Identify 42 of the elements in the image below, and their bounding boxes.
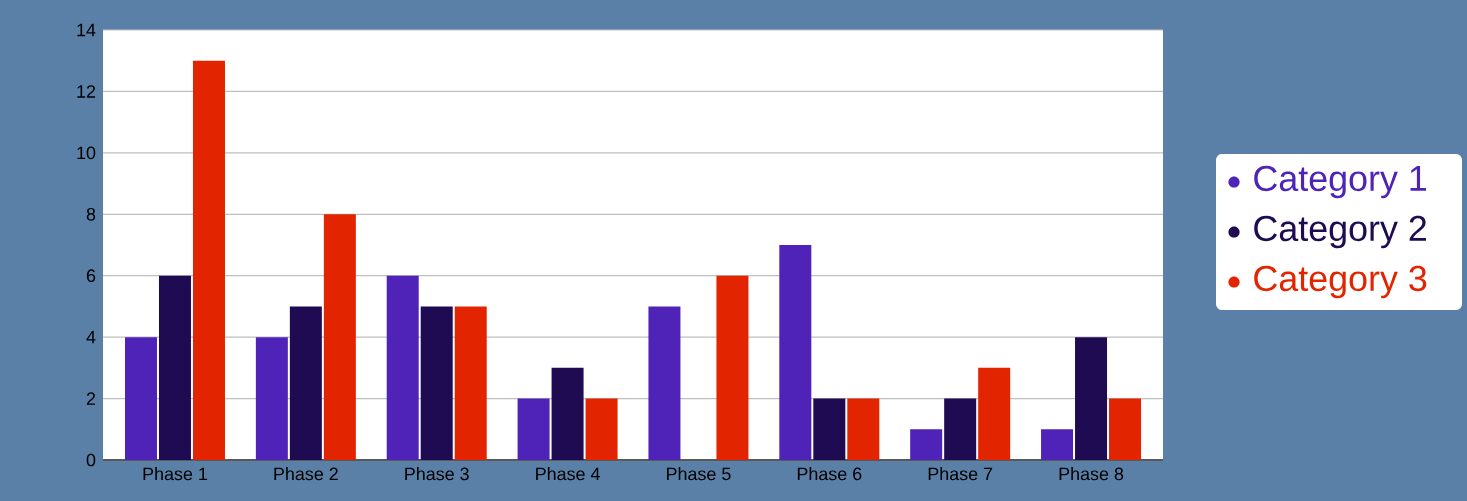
x-tick-label: Phase 2 bbox=[274, 467, 338, 481]
bar bbox=[585, 398, 618, 460]
y-tick-label: 6 bbox=[86, 269, 96, 283]
y-tick-label: 8 bbox=[86, 207, 96, 221]
bar bbox=[289, 306, 322, 460]
legend-label: Category 2 bbox=[1254, 215, 1427, 249]
bar bbox=[386, 275, 419, 460]
bar bbox=[648, 306, 681, 460]
y-tick-label: 12 bbox=[77, 85, 96, 98]
y-tick-label: 4 bbox=[86, 330, 96, 344]
x-tick-label: Phase 4 bbox=[536, 467, 600, 481]
bar bbox=[323, 214, 356, 460]
bar bbox=[454, 306, 487, 460]
x-tick-label: Phase 5 bbox=[667, 467, 731, 481]
y-tick-label: 14 bbox=[77, 23, 96, 37]
bar bbox=[1075, 337, 1108, 460]
bar bbox=[124, 337, 157, 460]
x-tick-label: Phase 7 bbox=[928, 467, 993, 481]
legend-label: Category 3 bbox=[1254, 265, 1427, 299]
legend-label: Category 1 bbox=[1254, 165, 1427, 199]
bar bbox=[158, 275, 191, 460]
bar bbox=[813, 398, 846, 460]
x-tick-label: Phase 8 bbox=[1059, 467, 1124, 481]
bar bbox=[716, 275, 749, 460]
y-tick-label: 10 bbox=[77, 146, 96, 160]
bar bbox=[192, 60, 225, 460]
bar bbox=[779, 245, 812, 460]
y-tick-label: 0 bbox=[86, 453, 96, 467]
y-tick-label: 2 bbox=[86, 392, 96, 405]
bar bbox=[420, 306, 453, 460]
x-tick-label: Phase 1 bbox=[143, 467, 207, 481]
x-tick-label: Phase 3 bbox=[405, 467, 469, 481]
bar bbox=[847, 398, 880, 460]
bar bbox=[551, 367, 584, 460]
bar bbox=[1041, 429, 1074, 460]
bar bbox=[910, 429, 943, 460]
bar bbox=[255, 337, 288, 460]
bar bbox=[978, 367, 1011, 460]
x-tick-label: Phase 6 bbox=[797, 467, 862, 481]
bar bbox=[1109, 398, 1142, 460]
bar bbox=[517, 398, 550, 460]
bar bbox=[944, 398, 977, 460]
